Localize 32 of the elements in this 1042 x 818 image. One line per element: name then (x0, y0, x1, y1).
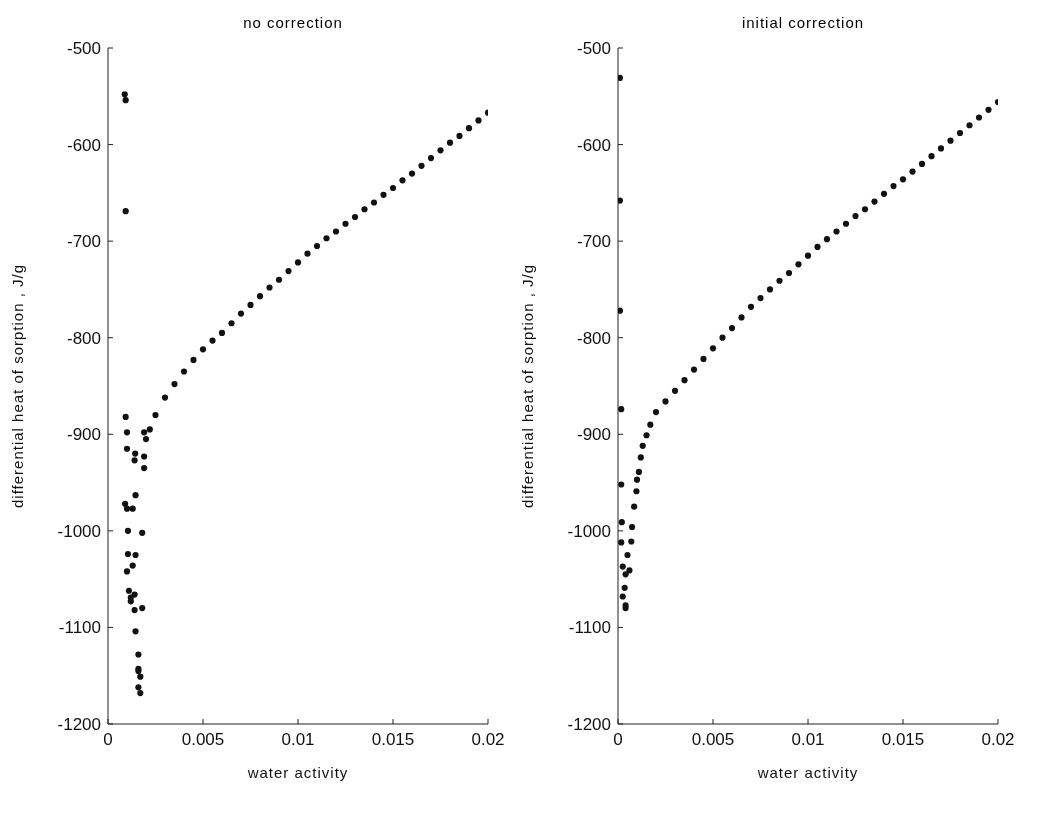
x-tick-label: 0.015 (881, 730, 925, 750)
y-tick-label: -700 (66, 232, 101, 252)
y-axis-title: differential heat of sorption , J/g (9, 263, 27, 509)
x-tick-label: 0.005 (181, 730, 225, 750)
x-tick-label: 0.015 (371, 730, 415, 750)
y-tick-label: -700 (576, 232, 611, 252)
y-tick-label: -1000 (57, 521, 101, 541)
x-axis-title: water activity (246, 764, 349, 781)
x-axis-title: water activity (756, 764, 859, 781)
y-tick-label: -1200 (57, 715, 101, 735)
y-tick-label: -600 (576, 135, 611, 155)
y-tick-label: -800 (66, 328, 101, 348)
y-tick-label: -1100 (568, 618, 611, 638)
y-tick-label: -500 (66, 39, 101, 59)
x-tick-label: 0.01 (281, 730, 315, 750)
x-tick-label: 0.005 (691, 730, 735, 750)
y-axis-title: differential heat of sorption , J/g (519, 263, 537, 509)
y-tick-label: -1100 (58, 618, 101, 638)
x-tick-label: 0 (613, 730, 623, 750)
y-tick-label: -500 (576, 39, 611, 59)
x-tick-label: 0.02 (471, 730, 505, 750)
x-tick-label: 0 (103, 730, 113, 750)
x-tick-label: 0.02 (981, 730, 1015, 750)
y-tick-label: -900 (66, 425, 101, 445)
x-tick-label: 0.01 (791, 730, 825, 750)
y-tick-label: -800 (576, 328, 611, 348)
y-tick-label: -1200 (567, 715, 611, 735)
y-tick-label: -900 (576, 425, 611, 445)
y-tick-label: -1000 (567, 521, 611, 541)
chart-title: no correction (242, 14, 344, 31)
chart-title: initial correction (740, 14, 866, 31)
y-tick-label: -600 (66, 135, 101, 155)
